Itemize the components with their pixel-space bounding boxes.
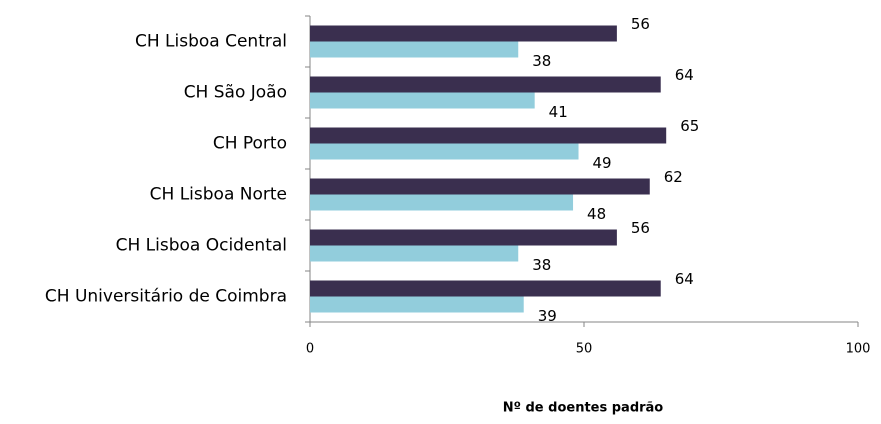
- y-tick-label: CH Lisboa Central: [135, 32, 287, 52]
- y-tick-label: CH Lisboa Norte: [150, 185, 287, 205]
- value-label: 62: [664, 168, 683, 186]
- value-label: 64: [675, 270, 694, 288]
- bar: [310, 127, 667, 144]
- bar: [310, 143, 579, 160]
- bar: [310, 178, 650, 195]
- value-label: 65: [680, 117, 699, 135]
- value-label: 49: [593, 154, 612, 172]
- bar: [310, 25, 617, 42]
- y-tick-label: CH Universitário de Coimbra: [45, 287, 287, 307]
- x-axis-title: Nº de doentes padrão: [503, 401, 664, 416]
- value-label: 38: [532, 256, 551, 274]
- bar: [310, 76, 661, 93]
- bar: [310, 296, 524, 313]
- bar: [310, 245, 519, 262]
- value-label: 41: [549, 103, 568, 121]
- value-label: 56: [631, 15, 650, 33]
- bar: [310, 92, 535, 109]
- y-tick-label: CH Lisboa Ocidental: [116, 236, 287, 256]
- value-label: 38: [532, 52, 551, 70]
- x-tick-label: 0: [306, 342, 314, 357]
- bar: [310, 41, 519, 58]
- value-label: 64: [675, 66, 694, 84]
- bar: [310, 194, 574, 211]
- x-tick-label: 50: [576, 342, 593, 357]
- y-tick-label: CH São João: [184, 83, 287, 103]
- value-label: 48: [587, 205, 606, 223]
- x-tick-label: 100: [846, 342, 871, 357]
- value-label: 39: [538, 307, 557, 325]
- bar: [310, 229, 617, 246]
- value-label: 56: [631, 219, 650, 237]
- y-tick-label: CH Porto: [213, 134, 287, 154]
- bar: [310, 280, 661, 297]
